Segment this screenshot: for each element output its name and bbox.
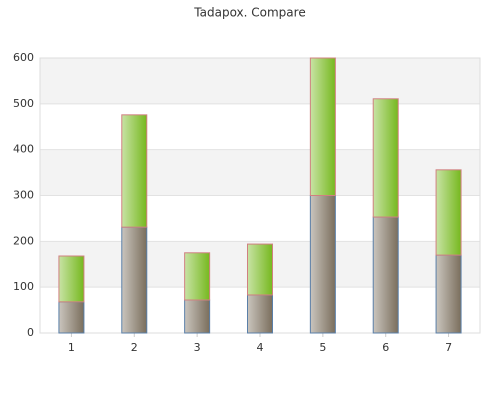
- bar: [184, 252, 211, 301]
- x-tick-label: 3: [194, 341, 201, 354]
- x-tick-label: 1: [68, 341, 75, 354]
- bar: [121, 226, 148, 334]
- x-tick-label: 5: [319, 341, 326, 354]
- bar: [309, 195, 336, 334]
- y-tick-label: 600: [13, 51, 34, 64]
- bar: [58, 255, 85, 303]
- bar: [372, 216, 399, 334]
- y-tick-label: 100: [13, 280, 34, 293]
- bar: [247, 294, 273, 334]
- x-tick-label: 4: [257, 341, 264, 354]
- bar: [372, 98, 399, 218]
- y-tick-label: 400: [13, 143, 34, 156]
- y-tick-label: 300: [13, 189, 34, 202]
- x-tick-label: 7: [445, 341, 452, 354]
- chart-title: Tadapox. Compare: [193, 6, 305, 20]
- bar: [247, 243, 273, 296]
- y-tick-label: 0: [27, 326, 34, 339]
- x-tick-label: 2: [131, 341, 138, 354]
- bar: [121, 114, 148, 228]
- bar: [58, 301, 85, 334]
- x-tick-label: 6: [382, 341, 389, 354]
- bar: [435, 254, 462, 334]
- y-tick-label: 500: [13, 97, 34, 110]
- y-tick-label: 200: [13, 234, 34, 247]
- bar: [184, 299, 211, 334]
- bar: [309, 57, 336, 196]
- bar: [435, 169, 462, 256]
